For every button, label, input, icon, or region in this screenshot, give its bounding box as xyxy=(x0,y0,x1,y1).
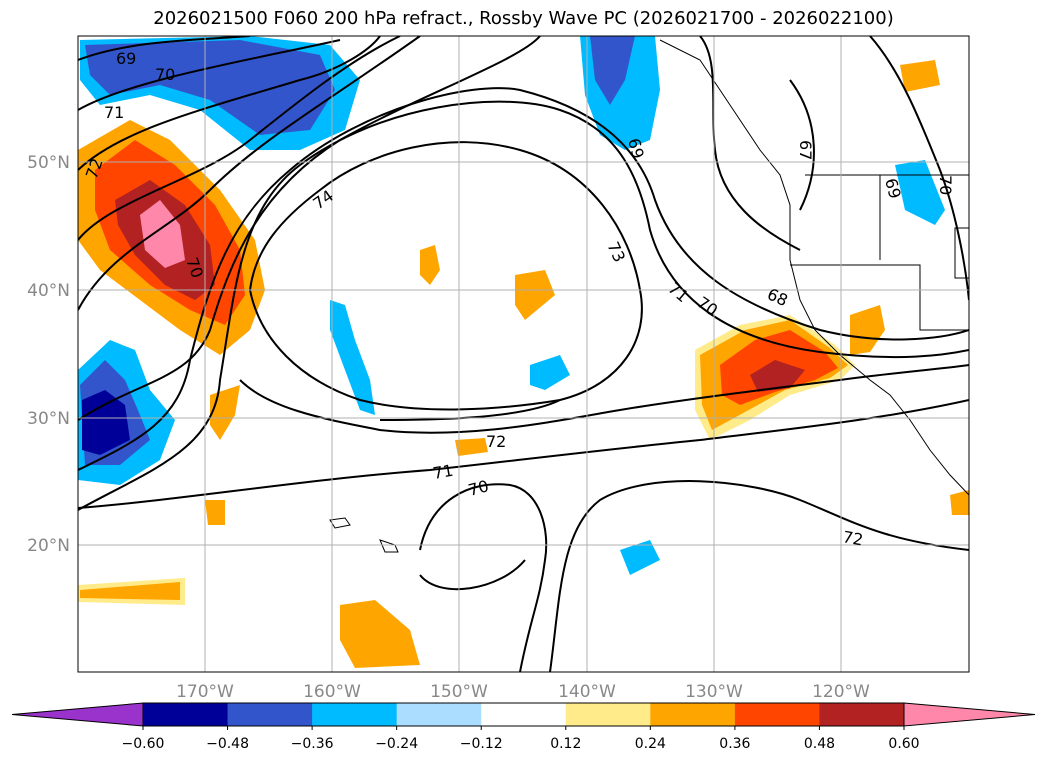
colorbar-tick-label: 0.36 xyxy=(719,736,750,752)
coastlines xyxy=(329,39,970,553)
lon-tick-label: 130°W xyxy=(685,682,743,702)
lat-tick-label: 30°N xyxy=(27,409,70,429)
lat-tick-label: 40°N xyxy=(27,281,70,301)
colorbar-segment xyxy=(227,703,313,726)
colorbar-extend-high xyxy=(903,702,1036,727)
colorbar-tick-label: 0.24 xyxy=(635,736,666,752)
contour-label: 70 xyxy=(155,65,175,84)
colorbar-tick-label: −0.60 xyxy=(122,736,165,752)
lon-tick-label: 120°W xyxy=(812,682,870,702)
contour-label: 69 xyxy=(881,176,905,201)
contour-label: 71 xyxy=(431,461,454,483)
colorbar-segment xyxy=(565,703,651,726)
colorbar-tick-label: −0.12 xyxy=(460,736,503,752)
lon-tick-label: 150°W xyxy=(430,682,488,702)
lat-axis: 50°N 40°N 30°N 20°N xyxy=(27,153,70,556)
contour-label: 69 xyxy=(624,136,648,161)
lon-tick-label: 160°W xyxy=(303,682,361,702)
colorbar-segment xyxy=(734,703,820,726)
lat-tick-label: 50°N xyxy=(27,153,70,173)
contour-label: 72 xyxy=(486,432,506,451)
lat-tick-label: 20°N xyxy=(27,536,70,556)
colorbar-tick-label: −0.36 xyxy=(291,736,334,752)
contour-label: 70 xyxy=(936,175,955,195)
map-frame xyxy=(77,35,970,673)
contour-label: 70 xyxy=(466,476,491,500)
contour-lines xyxy=(78,36,969,672)
colorbar-segment xyxy=(819,703,905,726)
lon-tick-label: 140°W xyxy=(558,682,616,702)
colorbar-tick-label: −0.24 xyxy=(375,736,418,752)
shaded-fields xyxy=(78,36,969,668)
contour-label: 72 xyxy=(841,527,864,549)
lon-axis: 170°W 160°W 150°W 140°W 130°W 120°W xyxy=(176,682,870,702)
graticule xyxy=(78,36,969,672)
lon-tick-label: 170°W xyxy=(176,682,234,702)
colorbar-segment xyxy=(396,703,482,726)
colorbar: −0.60 −0.48 −0.36 −0.24 −0.12 0.12 0.24 0.36 0.4… xyxy=(11,702,1036,752)
colorbar-tick-label: 0.60 xyxy=(888,736,919,752)
colorbar-segment xyxy=(650,703,736,726)
colorbar-tick-label: −0.48 xyxy=(206,736,249,752)
colorbar-segment xyxy=(143,703,229,726)
contour-label: 67 xyxy=(796,140,815,160)
contour-label: 69 xyxy=(116,49,136,68)
map-title: 2026021500 F060 200 hPa refract., Rossby… xyxy=(153,8,894,29)
colorbar-segment xyxy=(312,703,398,726)
colorbar-extend-low xyxy=(11,702,144,727)
colorbar-tick-label: 0.12 xyxy=(550,736,581,752)
colorbar-tick-label: 0.48 xyxy=(804,736,835,752)
colorbar-segment xyxy=(481,703,567,726)
colorbar-frame xyxy=(142,702,905,727)
contour-label: 71 xyxy=(104,103,124,122)
